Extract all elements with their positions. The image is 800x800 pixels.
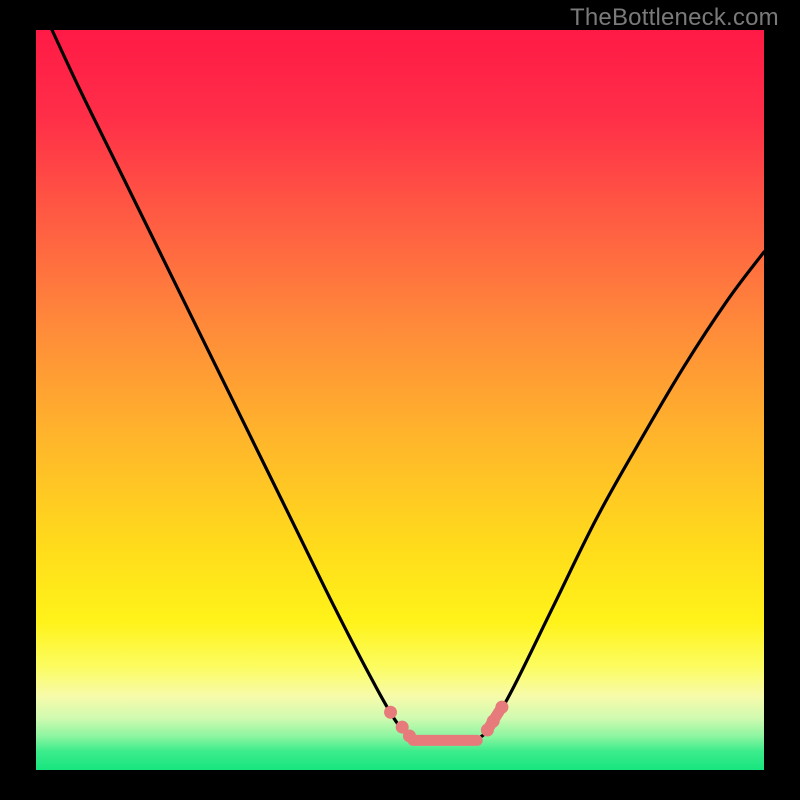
chart-outer-frame: TheBottleneck.com <box>0 0 800 800</box>
plot-area <box>36 30 764 770</box>
gradient-background <box>36 30 764 770</box>
valley-left-dot-0 <box>384 706 397 719</box>
watermark-text: TheBottleneck.com <box>570 4 779 32</box>
chart-svg <box>36 30 764 770</box>
valley-left-dot-2 <box>403 729 416 742</box>
